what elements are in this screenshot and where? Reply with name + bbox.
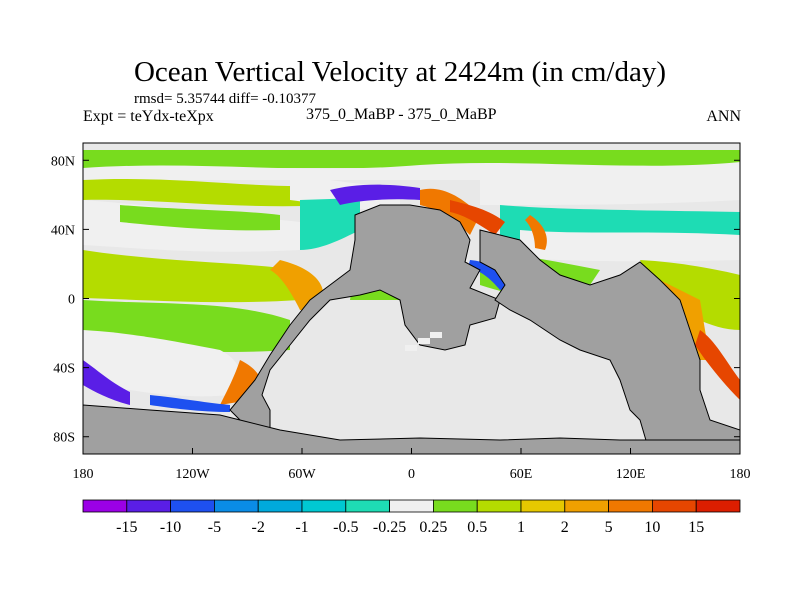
y-axis: 80N 40N 0 40S 80S	[51, 154, 740, 446]
colorbar: -15 -10 -5 -2 -1 -0.5 -0.25 0.25 0.5 1 2 5 10 15	[82, 499, 741, 536]
colorbar-label: 5	[605, 519, 613, 536]
colorbar-swatch	[126, 499, 172, 513]
x-tick-label: 180	[730, 467, 751, 482]
colorbar-swatch	[695, 499, 741, 513]
map-title: Ocean Vertical Velocity at 2424m (in cm/…	[133, 56, 667, 88]
colorbar-swatch	[170, 499, 215, 513]
ocean-white-patches	[405, 332, 442, 351]
colorbar-label: 2	[561, 519, 569, 536]
colorbar-label: -1	[295, 519, 308, 536]
run-comparison-label: 375_0_MaBP - 375_0_MaBP	[306, 106, 497, 123]
rmsd-diff-stats: rmsd= 5.35744 diff= -0.10377	[134, 91, 317, 107]
colorbar-swatch	[564, 499, 609, 513]
y-tick-label: 40S	[53, 362, 75, 377]
x-tick-label: 60W	[288, 467, 316, 482]
colorbar-label: 0.25	[419, 519, 447, 536]
colorbar-swatch	[476, 499, 522, 513]
x-tick-label: 120E	[616, 467, 646, 482]
colorbar-label: -0.5	[333, 519, 358, 536]
colorbar-label: -0.25	[373, 519, 406, 536]
colorbar-swatch	[652, 499, 697, 513]
colorbar-swatch	[608, 499, 653, 513]
colorbar-label: 1	[517, 519, 525, 536]
y-tick-label: 80N	[51, 154, 75, 169]
x-tick-label: 180	[73, 467, 94, 482]
x-tick-label: 0	[408, 467, 415, 482]
colorbar-label: -15	[116, 519, 137, 536]
colorbar-label: -10	[160, 519, 181, 536]
land-mass	[83, 204, 740, 454]
colorbar-swatch	[257, 499, 303, 513]
y-tick-label: 40N	[51, 223, 75, 238]
colorbar-swatch	[520, 499, 566, 513]
colorbar-label: 15	[688, 519, 704, 536]
y-tick-label: 0	[68, 293, 75, 308]
colorbar-swatch	[301, 499, 347, 513]
x-axis: 180 120W 60W 0 60E 120E 180	[73, 448, 751, 482]
colorbar-label: -5	[208, 519, 221, 536]
experiment-label: Expt = teYdx-teXpx	[83, 108, 214, 125]
colorbar-swatch	[82, 499, 128, 513]
season-label: ANN	[706, 108, 741, 125]
colorbar-swatch	[389, 499, 434, 513]
x-tick-label: 120W	[175, 467, 210, 482]
colorbar-swatch	[345, 499, 390, 513]
colorbar-label: 0.5	[467, 519, 487, 536]
colorbar-swatch	[432, 499, 478, 513]
y-tick-label: 80S	[53, 431, 75, 446]
x-tick-label: 60E	[510, 467, 533, 482]
colorbar-label: -2	[252, 519, 265, 536]
colorbar-label: 10	[644, 519, 660, 536]
colorbar-swatch	[213, 499, 259, 513]
